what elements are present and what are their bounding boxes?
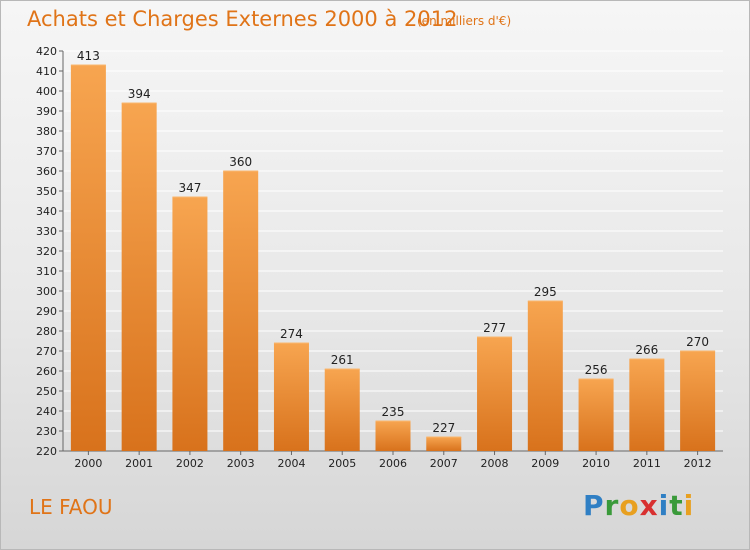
bar-value-label: 274 xyxy=(280,327,303,341)
bar-value-label: 295 xyxy=(534,285,557,299)
bar xyxy=(223,171,259,451)
bar xyxy=(578,379,614,451)
bar-value-label: 261 xyxy=(331,353,354,367)
y-tick-label: 220 xyxy=(36,445,57,458)
y-tick-label: 240 xyxy=(36,405,57,418)
y-tick-label: 340 xyxy=(36,205,57,218)
y-tick-label: 230 xyxy=(36,425,57,438)
bar xyxy=(273,343,309,451)
bar xyxy=(527,301,563,451)
bar-value-label: 227 xyxy=(432,421,455,435)
chart-title: Achats et Charges Externes 2000 à 2012 xyxy=(27,7,458,31)
bar-value-label: 413 xyxy=(77,49,100,63)
x-tick-label: 2000 xyxy=(74,457,102,470)
bar-value-label: 266 xyxy=(635,343,658,357)
bar-value-label: 347 xyxy=(178,181,201,195)
y-tick-label: 400 xyxy=(36,85,57,98)
x-tick-label: 2006 xyxy=(379,457,407,470)
y-tick-label: 260 xyxy=(36,365,57,378)
y-tick-label: 280 xyxy=(36,325,57,338)
y-tick-label: 310 xyxy=(36,265,57,278)
logo-letter: t xyxy=(669,489,684,522)
bars xyxy=(70,64,716,451)
y-tick-label: 360 xyxy=(36,165,57,178)
y-tick-label: 320 xyxy=(36,245,57,258)
proxiti-logo: Proxiti xyxy=(583,489,694,522)
y-tick-label: 270 xyxy=(36,345,57,358)
bar xyxy=(172,197,208,451)
y-tick-label: 290 xyxy=(36,305,57,318)
y-tick-label: 380 xyxy=(36,125,57,138)
logo-letter: i xyxy=(658,489,670,522)
y-tick-label: 390 xyxy=(36,105,57,118)
x-tick-label: 2008 xyxy=(481,457,509,470)
bar xyxy=(121,103,157,451)
logo-letter: x xyxy=(639,489,659,522)
bar-value-label: 360 xyxy=(229,155,252,169)
bar xyxy=(629,359,665,451)
bar xyxy=(70,65,106,451)
bar-value-label: 277 xyxy=(483,321,506,335)
x-tick-label: 2003 xyxy=(227,457,255,470)
grid-lines xyxy=(63,50,723,452)
x-tick-label: 2007 xyxy=(430,457,458,470)
x-tick-label: 2011 xyxy=(633,457,661,470)
y-tick-label: 300 xyxy=(36,285,57,298)
y-tick-label: 330 xyxy=(36,225,57,238)
x-tick-label: 2004 xyxy=(277,457,305,470)
x-tick-label: 2012 xyxy=(684,457,712,470)
bar xyxy=(680,351,716,451)
axes: 220 230 240 250 260 270 280 290 300 310 320 330 340 3… xyxy=(36,45,723,458)
x-tick-label: 2002 xyxy=(176,457,204,470)
bar xyxy=(426,437,462,451)
y-tick-label: 410 xyxy=(36,65,57,78)
logo-letter: P xyxy=(583,489,605,522)
bar xyxy=(375,421,411,451)
bar xyxy=(324,369,360,451)
bar-value-label: 235 xyxy=(382,405,405,419)
logo-letter: o xyxy=(619,489,640,522)
x-tick-label: 2009 xyxy=(531,457,559,470)
x-tick-label: 2005 xyxy=(328,457,356,470)
chart-subtitle: (en milliers d'€) xyxy=(417,14,512,28)
y-tick-label: 420 xyxy=(36,45,57,58)
bar-value-label: 394 xyxy=(128,87,151,101)
x-tick-label: 2001 xyxy=(125,457,153,470)
y-tick-label: 350 xyxy=(36,185,57,198)
y-tick-label: 250 xyxy=(36,385,57,398)
logo-letter: r xyxy=(604,489,620,522)
bar-value-label: 270 xyxy=(686,335,709,349)
y-tick-label: 370 xyxy=(36,145,57,158)
bar xyxy=(477,337,513,451)
place-name: LE FAOU xyxy=(29,495,113,519)
x-tick-label: 2010 xyxy=(582,457,610,470)
logo-letter: i xyxy=(683,489,695,522)
labels: 413 2000 394 2001 347 2002 360 2003 274 2004 261 20… xyxy=(74,49,711,470)
bar-value-label: 256 xyxy=(585,363,608,377)
